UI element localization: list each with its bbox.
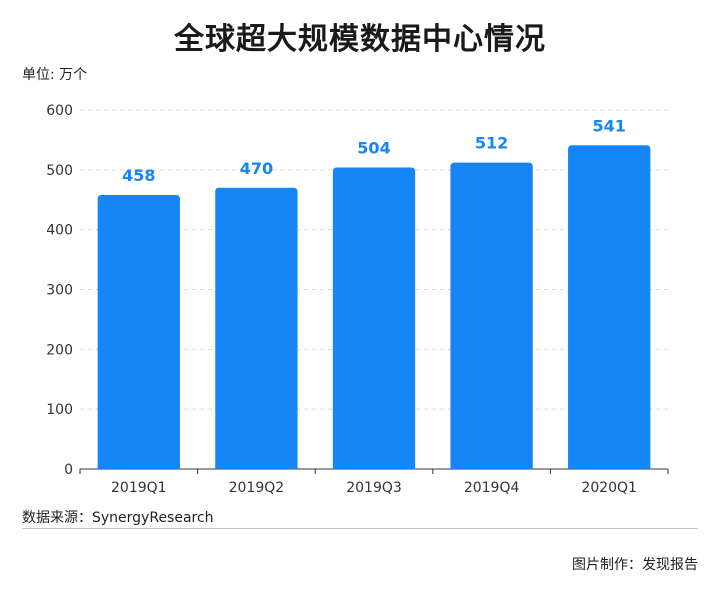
bar — [450, 162, 533, 470]
data-source: 数据来源：SynergyResearch — [22, 510, 214, 526]
data-label: 458 — [122, 166, 155, 185]
x-tick-label: 2020Q1 — [581, 480, 637, 496]
y-tick-label: 600 — [46, 103, 73, 119]
bar — [568, 145, 651, 469]
chart-title: 全球超大规模数据中心情况 — [174, 22, 546, 57]
y-tick-label: 300 — [46, 283, 73, 299]
x-tick-label: 2019Q1 — [111, 480, 167, 496]
image-credit: 图片制作：发现报告 — [572, 557, 698, 573]
x-tick-label: 2019Q4 — [464, 480, 520, 496]
bar — [332, 167, 416, 469]
x-tick-label: 2019Q2 — [229, 480, 285, 496]
data-label: 512 — [475, 134, 508, 153]
y-tick-label: 500 — [46, 163, 73, 179]
y-tick-label: 400 — [46, 223, 73, 239]
x-tick-label: 2019Q3 — [346, 480, 402, 496]
data-label: 504 — [357, 138, 390, 157]
bar — [215, 187, 298, 470]
divider — [22, 528, 698, 529]
bar — [97, 194, 180, 470]
y-tick-label: 0 — [64, 462, 73, 478]
y-tick-label: 200 — [46, 342, 73, 358]
bar-chart: 0 100 200 300 400 500 600 458 2019Q1 470 2019Q2 504… — [46, 103, 669, 496]
data-label: 470 — [240, 159, 273, 178]
unit-label: 单位: 万个 — [22, 67, 88, 83]
y-tick-label: 100 — [46, 402, 73, 418]
data-label: 541 — [592, 116, 625, 135]
